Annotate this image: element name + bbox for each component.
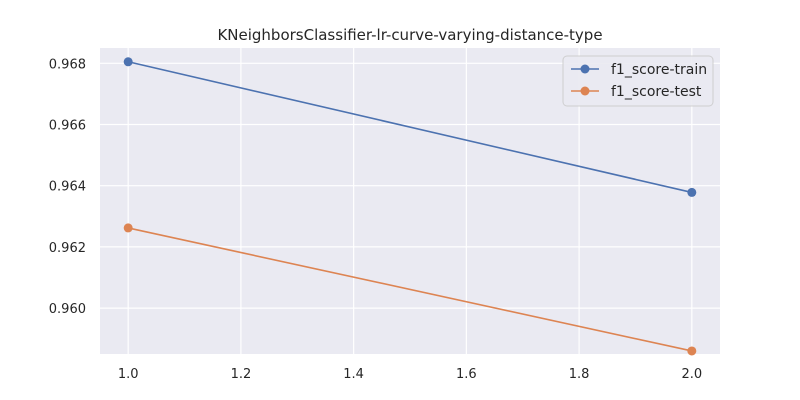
x-tick-label: 1.4 bbox=[343, 367, 364, 382]
legend-label: f1_score-train bbox=[611, 62, 707, 78]
x-tick-label: 1.0 bbox=[118, 367, 139, 382]
legend-box bbox=[562, 55, 714, 107]
y-tick-label: 0.960 bbox=[49, 302, 86, 317]
chart-title: KNeighborsClassifier-lr-curve-varying-di… bbox=[217, 26, 602, 44]
legend-swatch-marker bbox=[580, 64, 590, 74]
x-axis-ticks: 1.0 1.2 1.4 1.6 1.8 2.0 bbox=[118, 367, 702, 382]
x-tick-label: 2.0 bbox=[681, 367, 702, 382]
series-group bbox=[123, 57, 697, 356]
y-tick-label: 0.962 bbox=[49, 241, 86, 256]
series-line-f1_score-train bbox=[128, 60, 692, 194]
data-point-f1_score-test bbox=[123, 223, 133, 233]
legend-swatch-marker bbox=[580, 86, 590, 96]
y-tick-label: 0.964 bbox=[49, 180, 86, 195]
series-line-f1_score-test bbox=[128, 227, 692, 352]
data-point-f1_score-train bbox=[687, 187, 697, 197]
legend: f1_score-train f1_score-test bbox=[562, 55, 714, 107]
x-tick-label: 1.2 bbox=[231, 367, 252, 382]
y-tick-label: 0.968 bbox=[49, 57, 86, 72]
y-axis-ticks: 0.960 0.962 0.964 0.966 0.968 bbox=[49, 57, 86, 317]
y-tick-label: 0.966 bbox=[49, 119, 86, 134]
legend-label: f1_score-test bbox=[611, 84, 702, 100]
x-tick-label: 1.6 bbox=[456, 367, 477, 382]
x-tick-label: 1.8 bbox=[569, 367, 590, 382]
data-point-f1_score-test bbox=[687, 346, 697, 356]
data-point-f1_score-train bbox=[123, 57, 133, 67]
